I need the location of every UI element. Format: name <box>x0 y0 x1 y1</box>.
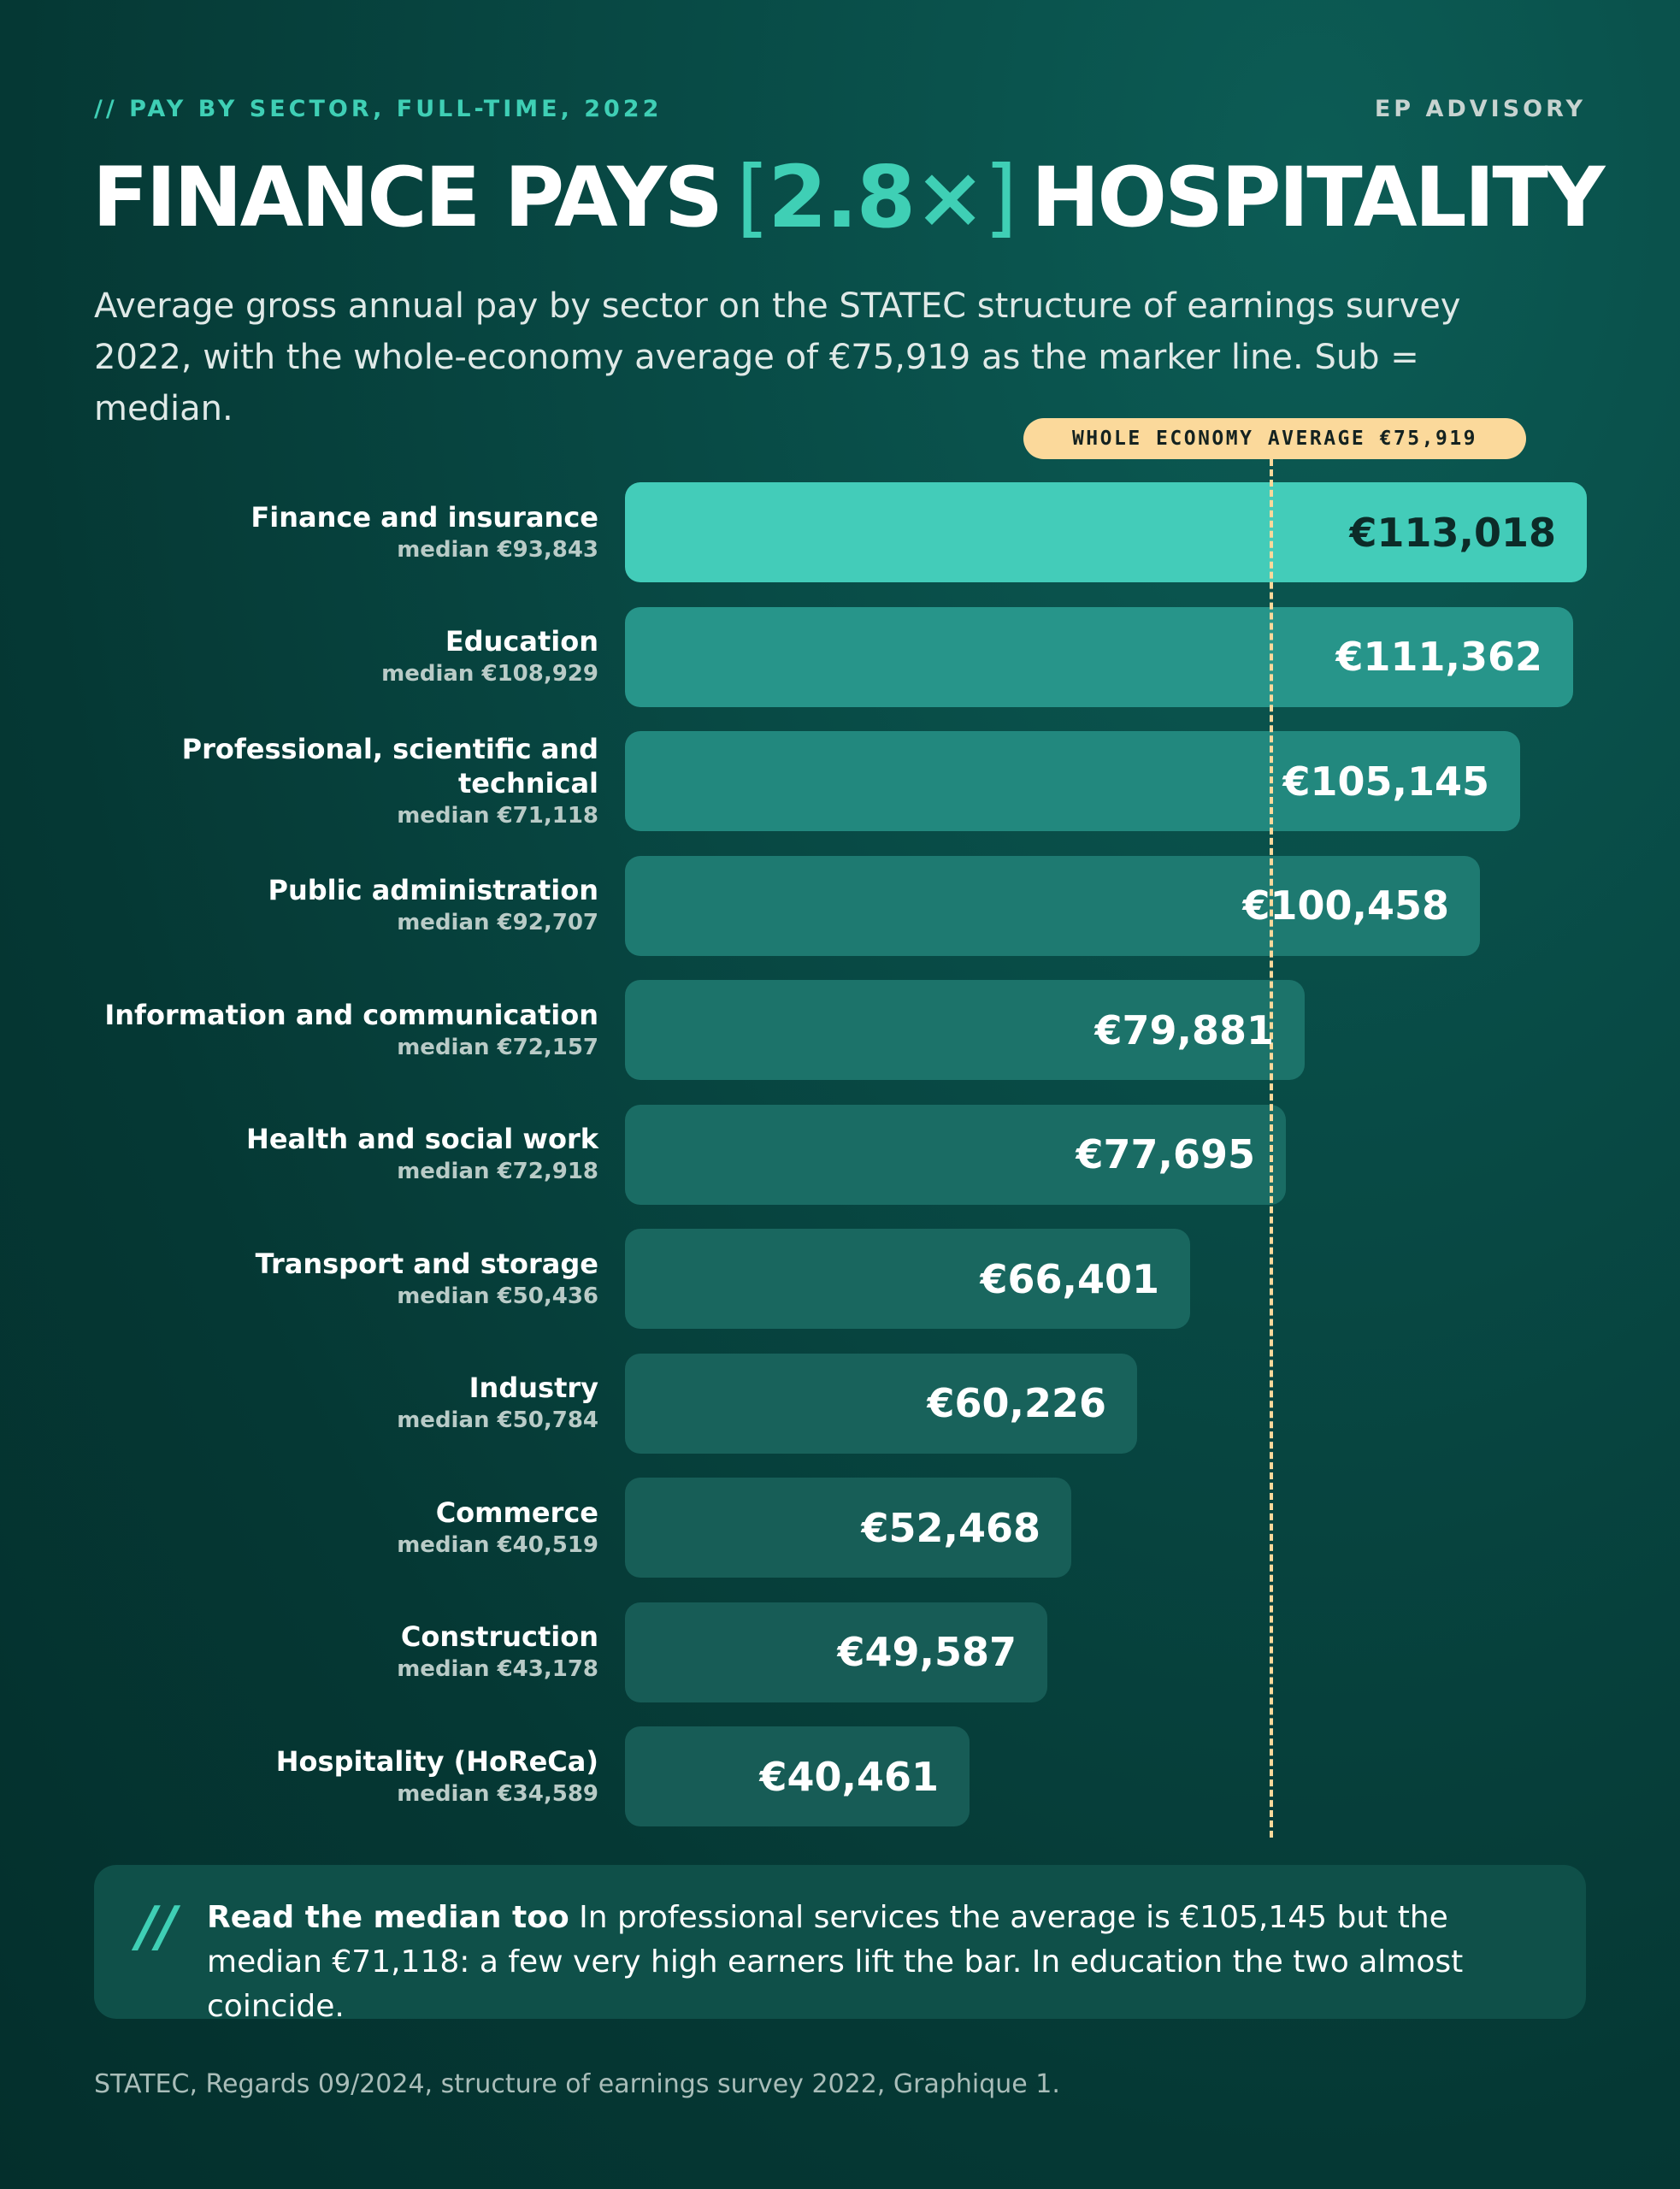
category-label: Finance and insurance median €93,843 <box>68 500 598 565</box>
category-label: Public administration median €92,707 <box>68 873 599 938</box>
bar-value-label: €52,468 <box>861 1504 1040 1551</box>
bar: €111,362 <box>625 606 1573 707</box>
bar-value-label: €49,587 <box>837 1629 1017 1675</box>
category-label: Hospitality (HoReCa) median €34,589 <box>68 1744 598 1809</box>
category-median: median €43,178 <box>397 1656 598 1682</box>
bar: €60,226 <box>625 1353 1137 1454</box>
category-name: Industry <box>469 1372 598 1404</box>
average-line-label: WHOLE ECONOMY AVERAGE €75,919 <box>1023 418 1526 459</box>
category-name: Professional, scientific and technical <box>181 733 598 799</box>
bar: €77,695 <box>625 1104 1286 1205</box>
category-label: Construction median €43,178 <box>68 1620 598 1685</box>
category-median: median €50,436 <box>397 1283 598 1309</box>
double-slash-icon: // <box>137 1896 177 1959</box>
category-median: median €93,843 <box>397 537 598 563</box>
category-name: Construction <box>400 1620 598 1653</box>
category-median: median €92,707 <box>397 910 598 935</box>
title-multiplier: [2.8×] <box>736 147 1017 247</box>
brand-name: EP ADVISORY <box>1374 96 1586 122</box>
category-name: Finance and insurance <box>251 501 598 534</box>
category-median: median €34,589 <box>397 1781 598 1807</box>
bar-value-label: €79,881 <box>1094 1006 1274 1053</box>
bar-value-label: €40,461 <box>759 1753 939 1800</box>
bar: €105,145 <box>625 731 1520 831</box>
category-name: Hospitality (HoReCa) <box>275 1745 598 1778</box>
category-name: Education <box>445 625 598 658</box>
bracket-open: [ <box>736 147 769 247</box>
bar-value-label: €111,362 <box>1335 634 1542 680</box>
category-label: Transport and storage median €50,436 <box>68 1247 598 1312</box>
category-median: median €50,784 <box>397 1407 598 1433</box>
bracket-close: ] <box>984 147 1017 247</box>
bar-value-label: €113,018 <box>1349 509 1556 556</box>
category-name: Information and communication <box>104 999 598 1031</box>
average-marker-line <box>1270 459 1273 1838</box>
bar: €66,401 <box>625 1229 1190 1329</box>
multiplier-value: 2.8× <box>768 147 986 247</box>
category-median: median €71,118 <box>397 803 598 829</box>
bar: €52,468 <box>625 1478 1071 1578</box>
category-name: Public administration <box>268 874 599 906</box>
bar: €40,461 <box>625 1726 970 1826</box>
category-label: Commerce median €40,519 <box>68 1496 598 1561</box>
bar-value-label: €66,401 <box>980 1255 1159 1302</box>
category-median: median €40,519 <box>397 1532 598 1558</box>
category-median: median €72,918 <box>397 1159 598 1184</box>
title-part-1: FINANCE PAYS <box>92 149 723 245</box>
title-part-2: HOSPITALITY <box>1031 149 1605 245</box>
note-lead: Read the median too <box>207 1900 569 1935</box>
category-label: Education median €108,929 <box>68 624 598 689</box>
category-label: Industry median €50,784 <box>68 1371 598 1436</box>
page-title: FINANCE PAYS [2.8×] HOSPITALITY <box>92 147 1605 247</box>
kicker: // PAY BY SECTOR, FULL-TIME, 2022 <box>94 96 663 122</box>
bar: €79,881 <box>625 980 1305 1080</box>
note-text: Read the median too In professional serv… <box>207 1896 1541 2029</box>
category-label: Health and social work median €72,918 <box>68 1122 598 1187</box>
bar: €49,587 <box>625 1602 1047 1702</box>
bar-value-label: €100,458 <box>1242 882 1449 929</box>
bar: €100,458 <box>625 855 1480 956</box>
category-label: Information and communication median €72,… <box>68 998 598 1063</box>
note-body: In professional services the average is … <box>207 1900 1464 2024</box>
source-note: STATEC, Regards 09/2024, structure of ea… <box>94 2069 1060 2099</box>
bar-value-label: €77,695 <box>1076 1131 1255 1177</box>
bar: €113,018 <box>625 482 1587 582</box>
category-name: Transport and storage <box>255 1248 598 1280</box>
median-note: // Read the median too In professional s… <box>94 1865 1586 2024</box>
category-median: median €72,157 <box>397 1035 598 1060</box>
category-label: Professional, scientific and technical me… <box>68 732 598 831</box>
subtitle: Average gross annual pay by sector on th… <box>94 286 1461 428</box>
category-name: Commerce <box>435 1496 598 1529</box>
bar-value-label: €105,145 <box>1282 758 1489 805</box>
category-median: median €108,929 <box>381 661 598 687</box>
bar-value-label: €60,226 <box>927 1380 1106 1426</box>
category-name: Health and social work <box>246 1123 598 1155</box>
